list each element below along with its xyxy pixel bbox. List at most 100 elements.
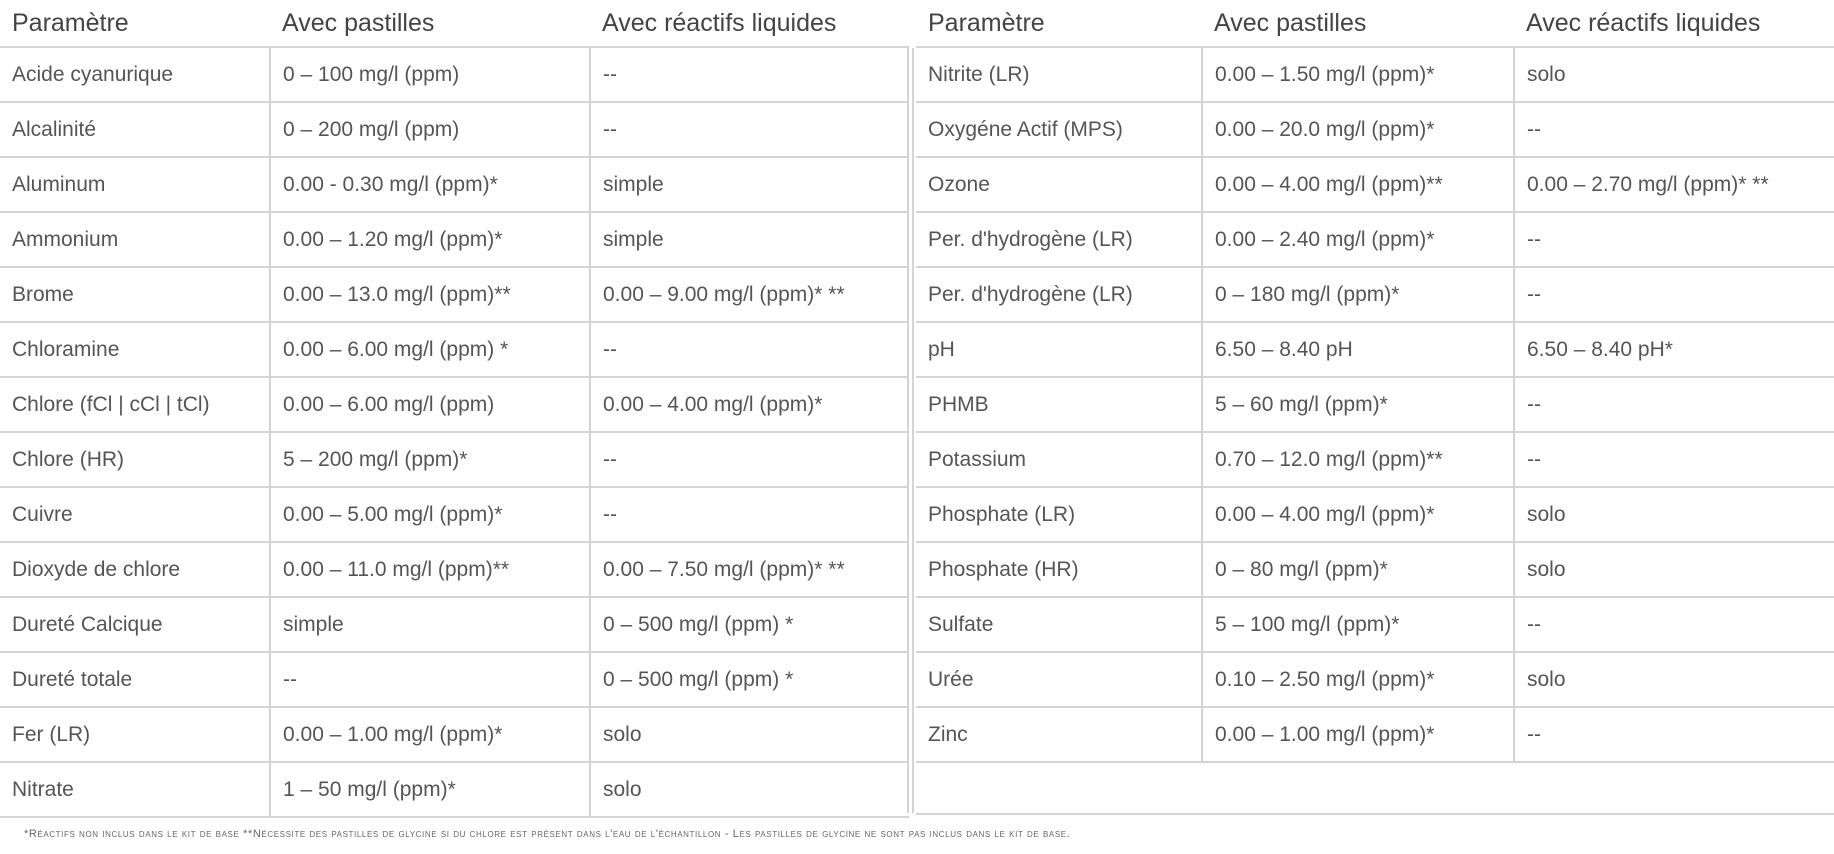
- cell-liquid-reagents: solo: [1514, 487, 1834, 543]
- cell-liquid-reagents: simple: [590, 157, 909, 213]
- cell-liquid-reagents: --: [590, 432, 909, 488]
- table-header: Paramètre Avec pastilles Avec réactifs l…: [0, 0, 909, 48]
- table-row: Aluminum 0.00 - 0.30 mg/l (ppm)* simple: [0, 157, 909, 213]
- table-row: Chlore (fCl | cCl | tCl) 0.00 – 6.00 mg/l…: [0, 377, 909, 433]
- table-row: Zinc 0.00 – 1.00 mg/l (ppm)* --: [916, 707, 1834, 763]
- cell-liquid-reagents: --: [1514, 377, 1834, 433]
- cell-tablets: --: [270, 652, 591, 708]
- parameters-table-right: Paramètre Avec pastilles Avec réactifs l…: [916, 0, 1834, 763]
- cell-parameter: Ammonium: [0, 212, 271, 268]
- cell-tablets: 0 – 200 mg/l (ppm): [270, 102, 591, 158]
- cell-tablets: 1 – 50 mg/l (ppm)*: [270, 762, 591, 818]
- cell-liquid-reagents: --: [1514, 432, 1834, 488]
- cell-parameter: Nitrite (LR): [916, 47, 1203, 103]
- cell-liquid-reagents: solo: [590, 762, 909, 818]
- cell-parameter: Acide cyanurique: [0, 47, 271, 103]
- cell-tablets: 0.00 – 11.0 mg/l (ppm)**: [270, 542, 591, 598]
- table-row: Fer (LR) 0.00 – 1.00 mg/l (ppm)* solo: [0, 707, 909, 763]
- table-row: pH 6.50 – 8.40 pH 6.50 – 8.40 pH*: [916, 322, 1834, 378]
- cell-liquid-reagents: solo: [590, 707, 909, 763]
- cell-tablets: 0.00 – 13.0 mg/l (ppm)**: [270, 267, 591, 323]
- cell-parameter: Cuivre: [0, 487, 271, 543]
- cell-liquid-reagents: --: [1514, 707, 1834, 763]
- cell-parameter: Fer (LR): [0, 707, 271, 763]
- cell-tablets: 0.00 – 6.00 mg/l (ppm) *: [270, 322, 591, 378]
- cell-tablets: 0 – 80 mg/l (ppm)*: [1202, 542, 1515, 598]
- header-tablets: Avec pastilles: [1202, 0, 1514, 48]
- cell-parameter: Chlore (fCl | cCl | tCl): [0, 377, 271, 433]
- table-row: Dioxyde de chlore 0.00 – 11.0 mg/l (ppm)*…: [0, 542, 909, 598]
- cell-tablets: 0.00 - 0.30 mg/l (ppm)*: [270, 157, 591, 213]
- cell-parameter: Ozone: [916, 157, 1203, 213]
- header-liquid-reagents: Avec réactifs liquides: [590, 0, 909, 48]
- cell-parameter: Dureté totale: [0, 652, 271, 708]
- header-tablets: Avec pastilles: [270, 0, 590, 48]
- table-header: Paramètre Avec pastilles Avec réactifs l…: [916, 0, 1834, 48]
- table-row: Dureté totale -- 0 – 500 mg/l (ppm) *: [0, 652, 909, 708]
- cell-parameter: Chloramine: [0, 322, 271, 378]
- cell-tablets: 0.00 – 1.00 mg/l (ppm)*: [270, 707, 591, 763]
- cell-liquid-reagents: 0.00 – 2.70 mg/l (ppm)* **: [1514, 157, 1834, 213]
- cell-tablets: 5 – 60 mg/l (ppm)*: [1202, 377, 1515, 433]
- cell-parameter: Zinc: [916, 707, 1203, 763]
- table-bottom-border: [916, 813, 1834, 815]
- cell-parameter: Aluminum: [0, 157, 271, 213]
- table-row: Phosphate (HR) 0 – 80 mg/l (ppm)* solo: [916, 542, 1834, 598]
- cell-parameter: Per. d'hydrogène (LR): [916, 267, 1203, 323]
- table-row: Urée 0.10 – 2.50 mg/l (ppm)* solo: [916, 652, 1834, 708]
- table-row: Brome 0.00 – 13.0 mg/l (ppm)** 0.00 – 9.00…: [0, 267, 909, 323]
- cell-liquid-reagents: simple: [590, 212, 909, 268]
- cell-tablets: 0.00 – 4.00 mg/l (ppm)**: [1202, 157, 1515, 213]
- table-row: Cuivre 0.00 – 5.00 mg/l (ppm)* --: [0, 487, 909, 543]
- cell-tablets: 0.00 – 5.00 mg/l (ppm)*: [270, 487, 591, 543]
- table-row: Oxygéne Actif (MPS) 0.00 – 20.0 mg/l (ppm…: [916, 102, 1834, 158]
- table-row: Nitrate 1 – 50 mg/l (ppm)* solo: [0, 762, 909, 818]
- cell-parameter: Urée: [916, 652, 1203, 708]
- table-row: Alcalinité 0 – 200 mg/l (ppm) --: [0, 102, 909, 158]
- cell-tablets: 0.00 – 1.20 mg/l (ppm)*: [270, 212, 591, 268]
- cell-parameter: Brome: [0, 267, 271, 323]
- cell-tablets: simple: [270, 597, 591, 653]
- cell-liquid-reagents: --: [1514, 102, 1834, 158]
- footnote: *Réactifs non inclus dans le kit de base…: [24, 828, 1071, 840]
- cell-parameter: Per. d'hydrogène (LR): [916, 212, 1203, 268]
- table-row: Acide cyanurique 0 – 100 mg/l (ppm) --: [0, 47, 909, 103]
- cell-parameter: pH: [916, 322, 1203, 378]
- cell-tablets: 0.00 – 1.50 mg/l (ppm)*: [1202, 47, 1515, 103]
- header-liquid-reagents: Avec réactifs liquides: [1514, 0, 1834, 48]
- cell-liquid-reagents: solo: [1514, 47, 1834, 103]
- cell-tablets: 0.70 – 12.0 mg/l (ppm)**: [1202, 432, 1515, 488]
- table-row: Sulfate 5 – 100 mg/l (ppm)* --: [916, 597, 1834, 653]
- cell-parameter: Nitrate: [0, 762, 271, 818]
- cell-tablets: 6.50 – 8.40 pH: [1202, 322, 1515, 378]
- cell-liquid-reagents: --: [1514, 597, 1834, 653]
- cell-liquid-reagents: --: [590, 102, 909, 158]
- cell-parameter: Sulfate: [916, 597, 1203, 653]
- cell-parameter: Alcalinité: [0, 102, 271, 158]
- cell-liquid-reagents: 0.00 – 4.00 mg/l (ppm)*: [590, 377, 909, 433]
- table-row: Per. d'hydrogène (LR) 0.00 – 2.40 mg/l (p…: [916, 212, 1834, 268]
- cell-liquid-reagents: --: [1514, 212, 1834, 268]
- cell-parameter: PHMB: [916, 377, 1203, 433]
- table-row: Chloramine 0.00 – 6.00 mg/l (ppm) * --: [0, 322, 909, 378]
- cell-tablets: 0.00 – 1.00 mg/l (ppm)*: [1202, 707, 1515, 763]
- header-parameter: Paramètre: [0, 0, 270, 48]
- table-row: Per. d'hydrogène (LR) 0 – 180 mg/l (ppm)*…: [916, 267, 1834, 323]
- cell-liquid-reagents: --: [590, 487, 909, 543]
- table-row: Potassium 0.70 – 12.0 mg/l (ppm)** --: [916, 432, 1834, 488]
- cell-liquid-reagents: --: [590, 47, 909, 103]
- cell-parameter: Phosphate (LR): [916, 487, 1203, 543]
- table-row: PHMB 5 – 60 mg/l (ppm)* --: [916, 377, 1834, 433]
- cell-tablets: 0.00 – 2.40 mg/l (ppm)*: [1202, 212, 1515, 268]
- cell-parameter: Phosphate (HR): [916, 542, 1203, 598]
- parameters-table-left: Paramètre Avec pastilles Avec réactifs l…: [0, 0, 909, 818]
- cell-parameter: Dureté Calcique: [0, 597, 271, 653]
- table-row: Ammonium 0.00 – 1.20 mg/l (ppm)* simple: [0, 212, 909, 268]
- cell-parameter: Chlore (HR): [0, 432, 271, 488]
- cell-tablets: 0.00 – 6.00 mg/l (ppm): [270, 377, 591, 433]
- cell-liquid-reagents: --: [590, 322, 909, 378]
- cell-parameter: Potassium: [916, 432, 1203, 488]
- cell-liquid-reagents: 0.00 – 9.00 mg/l (ppm)* **: [590, 267, 909, 323]
- cell-liquid-reagents: 0 – 500 mg/l (ppm) *: [590, 652, 909, 708]
- cell-liquid-reagents: solo: [1514, 652, 1834, 708]
